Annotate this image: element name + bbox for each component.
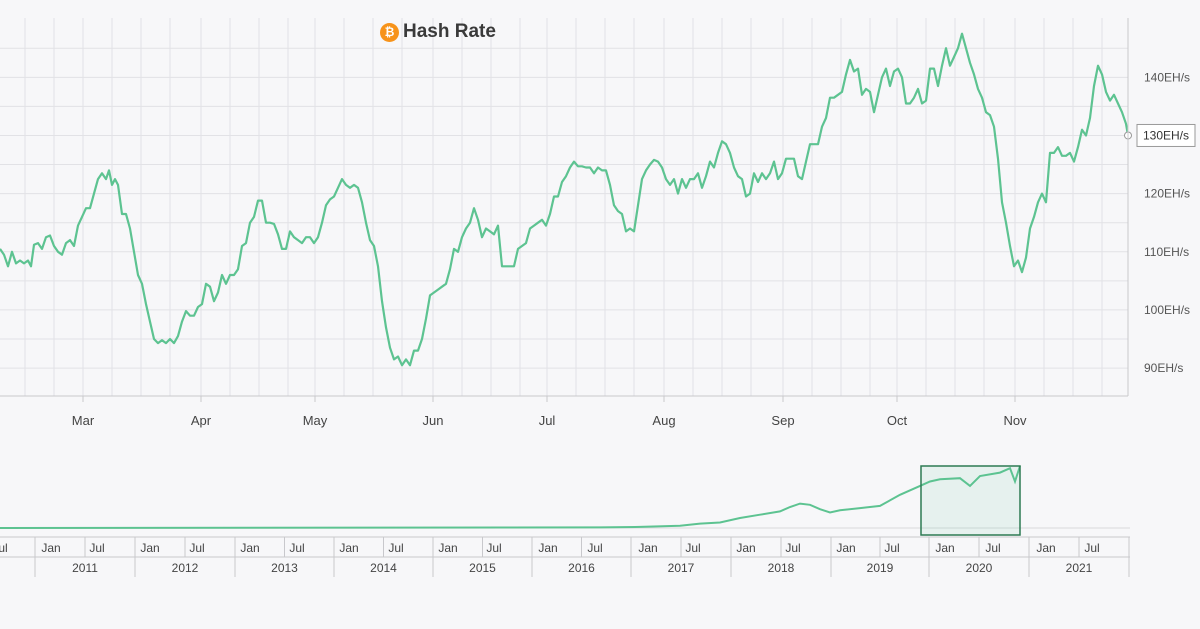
navigator-year-label: 2021 — [1066, 561, 1093, 575]
navigator-half-label: Jan — [140, 541, 159, 555]
y-tick-label: 110EH/s — [1144, 245, 1189, 259]
y-tick-label: 90EH/s — [1144, 361, 1183, 375]
navigator-year-label: 2018 — [768, 561, 795, 575]
navigator-half-label: Jan — [41, 541, 60, 555]
navigator-half-label: Jan — [538, 541, 557, 555]
x-tick-label: Sep — [771, 413, 794, 428]
bitcoin-icon: ₿ — [380, 22, 399, 42]
x-tick-label: Jul — [539, 413, 556, 428]
navigator-year-label: 2017 — [668, 561, 695, 575]
navigator-year-label: 2015 — [469, 561, 496, 575]
chart-header: ₿ Hash Rate — [380, 19, 496, 45]
x-axis: Mar Apr May Jun Jul Aug Sep Oct Nov — [0, 395, 1128, 428]
x-tick-label: May — [303, 413, 328, 428]
current-value-box — [1136, 123, 1196, 147]
navigator-half-label: Jan — [638, 541, 657, 555]
navigator-year-label: 2014 — [370, 561, 397, 575]
y-tick-label: 140EH/s — [1144, 70, 1190, 84]
navigator-year-label: 2020 — [966, 561, 993, 575]
navigator-half-label: Jul — [1084, 541, 1099, 555]
navigator-year-label: 2013 — [271, 561, 298, 575]
navigator-half-label: Jan — [736, 541, 755, 555]
y-axis: 90EH/s 100EH/s 110EH/s 120EH/s 130EH/s 140EH/… — [1127, 18, 1196, 396]
current-value-label: 130EH/s — [1143, 128, 1189, 142]
navigator-year-label: 2019 — [867, 561, 894, 575]
navigator[interactable]: Jul Jan Jul Jan Jul Jan Jul Jan Jul Jan Jul Jan Jul J… — [0, 465, 1130, 577]
navigator-half-label: Jul — [388, 541, 403, 555]
navigator-series-line — [0, 465, 1021, 529]
navigator-selection[interactable] — [920, 465, 1021, 536]
x-tick-label: Jun — [423, 413, 444, 428]
navigator-half-label: Jul — [985, 541, 1000, 555]
navigator-half-label: Jan — [836, 541, 855, 555]
navigator-half-label: Jul — [486, 541, 501, 555]
navigator-half-label: Jul — [884, 541, 899, 555]
navigator-half-label: Jan — [1036, 541, 1055, 555]
navigator-year-label: 2011 — [72, 561, 98, 575]
navigator-half-label: Jul — [89, 541, 104, 555]
x-tick-label: Apr — [191, 413, 212, 428]
x-tick-label: Aug — [652, 413, 675, 428]
navigator-half-label: Jul — [0, 541, 8, 555]
x-tick-label: Oct — [887, 413, 908, 428]
navigator-half-label: Jul — [685, 541, 700, 555]
hash-rate-series-line — [0, 32, 1130, 367]
grid-layer — [0, 18, 1128, 396]
chart-title: Hash Rate — [403, 21, 496, 42]
navigator-year-label: 2012 — [172, 561, 199, 575]
x-tick-label: Nov — [1003, 413, 1027, 428]
navigator-year-label: 2016 — [568, 561, 595, 575]
navigator-half-label: Jan — [339, 541, 358, 555]
navigator-half-label: Jan — [240, 541, 259, 555]
y-tick-label: 120EH/s — [1144, 187, 1190, 201]
navigator-half-label: Jan — [935, 541, 954, 555]
navigator-half-label: Jan — [438, 541, 457, 555]
navigator-half-label: Jul — [289, 541, 304, 555]
y-tick-label: 100EH/s — [1144, 303, 1190, 317]
x-tick-label: Mar — [72, 413, 95, 428]
navigator-half-label: Jul — [785, 541, 800, 555]
navigator-half-label: Jul — [189, 541, 204, 555]
navigator-half-label: Jul — [587, 541, 602, 555]
